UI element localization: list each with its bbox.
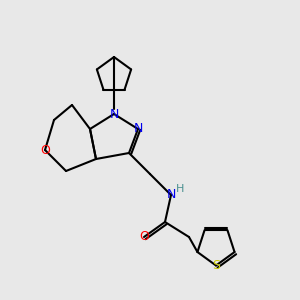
Text: O: O: [139, 230, 149, 244]
Text: N: N: [109, 107, 119, 121]
Text: N: N: [166, 188, 176, 202]
Text: N: N: [133, 122, 143, 136]
Text: H: H: [176, 184, 184, 194]
Text: S: S: [212, 259, 220, 272]
Text: O: O: [40, 143, 50, 157]
